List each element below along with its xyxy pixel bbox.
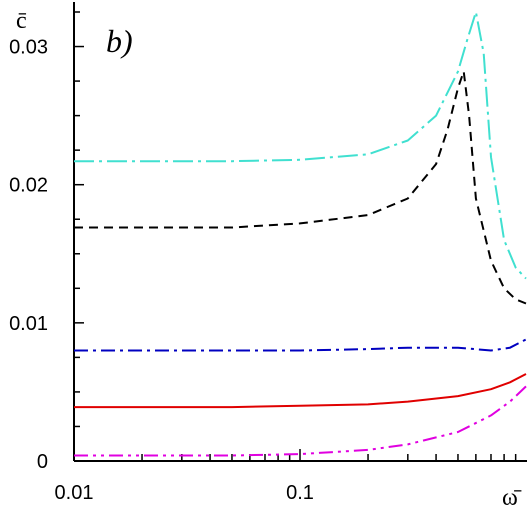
- series-line-1: [74, 11, 527, 280]
- y-tick-label: 0.02: [9, 175, 48, 197]
- ticks: 0 0.01 0.02 0.03 0.01 0.1: [9, 11, 517, 504]
- panel-label: b): [106, 23, 133, 59]
- x-tick-label: 0.1: [286, 482, 314, 504]
- y-tick-label: 0.01: [9, 313, 48, 335]
- series-line-4: [74, 373, 527, 409]
- series-line-2: [74, 70, 527, 305]
- y-tick-label: 0: [37, 451, 48, 473]
- y-axis-label: c̄: [16, 8, 27, 34]
- series-line-5: [74, 385, 527, 457]
- axes: [73, 2, 527, 462]
- series-line-3: [74, 338, 527, 352]
- x-axis-label: ω̄: [502, 485, 522, 511]
- x-tick-label: 0.01: [55, 482, 94, 504]
- series-layer: [74, 11, 527, 457]
- y-tick-label: 0.03: [9, 37, 48, 59]
